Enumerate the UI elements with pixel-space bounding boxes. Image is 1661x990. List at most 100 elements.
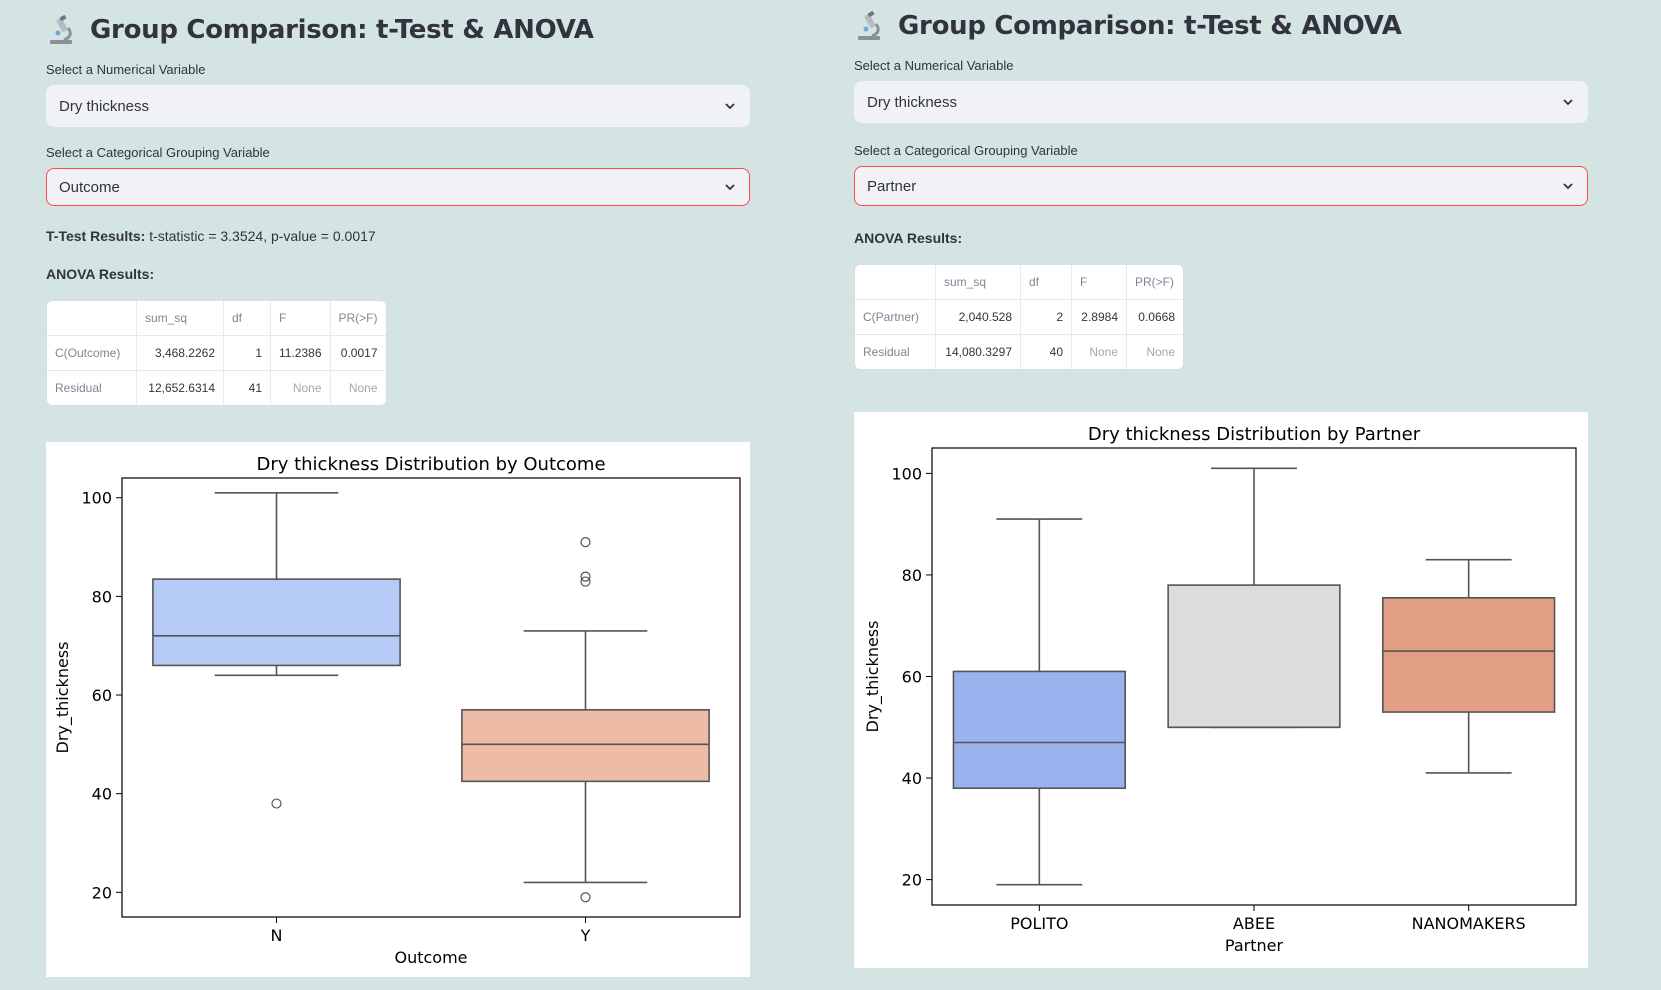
table-cell: 1	[224, 336, 271, 371]
x-tick-label: Y	[580, 926, 591, 945]
table-header: df	[224, 301, 271, 336]
page-title: Group Comparison: t-Test & ANOVA	[90, 15, 594, 45]
numeric-select-value: Dry thickness	[59, 97, 150, 115]
table-cell: None	[348, 381, 378, 395]
numeric-variable-select[interactable]: Dry thickness	[854, 81, 1588, 123]
anova-label: ANOVA Results:	[854, 230, 963, 246]
table-cell: C(Partner)	[855, 300, 936, 335]
table-cell: 0.0017	[330, 336, 386, 371]
microscope-icon	[50, 15, 72, 44]
boxplot-partner: Dry thickness Distribution by Partner 20 4…	[863, 424, 1577, 955]
numeric-select-value: Dry thickness	[867, 93, 958, 111]
categorical-select-label: Select a Categorical Grouping Variable	[46, 145, 270, 160]
y-tick-label: 20	[92, 883, 112, 902]
chart-title: Dry thickness Distribution by Partner	[1088, 424, 1421, 445]
chevron-down-icon	[1563, 99, 1573, 106]
table-header: F	[271, 301, 331, 336]
box-POLITO	[952, 670, 1127, 790]
table-cell: 40	[1021, 335, 1072, 369]
boxplot-outcome: Dry thickness Distribution by Outcome 20 4…	[53, 454, 741, 967]
categorical-variable-select[interactable]: Outcome	[46, 168, 750, 206]
table-row: Residual 14,080.3297 40 None None	[855, 335, 1183, 369]
table-cell: Residual	[47, 371, 137, 405]
table-header: sum_sq	[936, 265, 1021, 300]
plot-frame	[121, 477, 741, 918]
box-NANOMAKERS	[1381, 596, 1556, 713]
outlier-point	[580, 576, 591, 587]
ttest-result: T-Test Results: t-statistic = 3.3524, p-…	[46, 228, 750, 244]
table-cell: 2.8984	[1072, 300, 1127, 335]
table-cell: 12,652.6314	[137, 371, 224, 405]
y-tick-label: 80	[92, 587, 112, 606]
chart-outcome: Dry thickness Distribution by Outcome 20 4…	[46, 442, 750, 977]
categorical-variable-select[interactable]: Partner	[854, 166, 1588, 206]
table-cell: None	[271, 371, 331, 405]
table-header: sum_sq	[137, 301, 224, 336]
y-tick-label: 40	[92, 785, 112, 804]
table-cell: 11.2386	[271, 336, 331, 371]
table-cell: 2	[1021, 300, 1072, 335]
categorical-select-value: Outcome	[59, 178, 120, 196]
table-header	[855, 265, 936, 300]
chevron-down-icon	[725, 184, 735, 191]
table-header-row: sum_sq df F PR(>F)	[855, 265, 1183, 300]
categorical-select-label: Select a Categorical Grouping Variable	[854, 143, 1078, 158]
table-header: F	[1072, 265, 1127, 300]
x-axis-label: Partner	[1225, 936, 1284, 955]
y-tick-label: 100	[891, 464, 922, 483]
table-cell: 41	[224, 371, 271, 405]
table-cell: 3,468.2262	[137, 336, 224, 371]
y-tick-label: 100	[81, 489, 112, 508]
table-row: C(Partner) 2,040.528 2 2.8984 0.0668	[855, 300, 1183, 335]
table-header: PR(>F)	[330, 301, 386, 336]
table-header	[47, 301, 137, 336]
outlier-point	[580, 892, 591, 903]
table-cell: None	[1146, 345, 1175, 359]
ttest-values: t-statistic = 3.3524, p-value = 0.0017	[149, 228, 376, 244]
left-panel: Group Comparison: t-Test & ANOVA Select …	[46, 0, 750, 406]
x-tick-label: NANOMAKERS	[1412, 914, 1526, 933]
anova-label: ANOVA Results:	[46, 266, 155, 282]
outlier-point	[580, 571, 591, 582]
title-row: Group Comparison: t-Test & ANOVA	[854, 0, 1588, 52]
table-header: PR(>F)	[1127, 265, 1183, 300]
y-tick-label: 60	[92, 686, 112, 705]
table-cell: 14,080.3297	[936, 335, 1021, 369]
numeric-select-label: Select a Numerical Variable	[46, 62, 206, 77]
box-Y	[461, 709, 710, 783]
numeric-select-label: Select a Numerical Variable	[854, 58, 1014, 73]
table-cell: Residual	[855, 335, 936, 369]
chart-title: Dry thickness Distribution by Outcome	[256, 454, 605, 475]
chart-partner: Dry thickness Distribution by Partner 20 4…	[854, 412, 1588, 968]
y-tick-label: 20	[902, 871, 922, 890]
box-ABEE	[1167, 584, 1341, 729]
table-header: df	[1021, 265, 1072, 300]
anova-table: sum_sq df F PR(>F) C(Partner) 2,040.528 …	[854, 264, 1184, 370]
x-tick-label: ABEE	[1233, 914, 1275, 933]
table-header-row: sum_sq df F PR(>F)	[47, 301, 386, 336]
y-tick-label: 60	[902, 668, 922, 687]
right-panel: Group Comparison: t-Test & ANOVA Select …	[854, 0, 1588, 370]
y-tick-label: 40	[902, 769, 922, 788]
table-row: C(Outcome) 3,468.2262 1 11.2386 0.0017	[47, 336, 386, 371]
ttest-label: T-Test Results:	[46, 228, 146, 244]
microscope-icon	[858, 11, 880, 40]
y-tick-label: 80	[902, 566, 922, 585]
chevron-down-icon	[1563, 183, 1573, 190]
title-row: Group Comparison: t-Test & ANOVA	[46, 0, 750, 60]
box-N	[152, 578, 401, 667]
table-cell: 0.0668	[1127, 300, 1183, 335]
outlier-point	[271, 798, 282, 809]
table-cell: C(Outcome)	[47, 336, 137, 371]
x-axis-label: Outcome	[394, 948, 467, 967]
y-axis-label: Dry_thickness	[53, 642, 73, 754]
page-title: Group Comparison: t-Test & ANOVA	[898, 11, 1402, 41]
outlier-point	[580, 537, 591, 548]
table-cell: None	[1072, 335, 1127, 369]
chevron-down-icon	[725, 103, 735, 110]
numeric-variable-select[interactable]: Dry thickness	[46, 85, 750, 127]
y-axis-label: Dry_thickness	[863, 621, 883, 733]
categorical-select-value: Partner	[867, 177, 917, 195]
x-tick-label: POLITO	[1010, 914, 1068, 933]
x-tick-label: N	[271, 926, 283, 945]
